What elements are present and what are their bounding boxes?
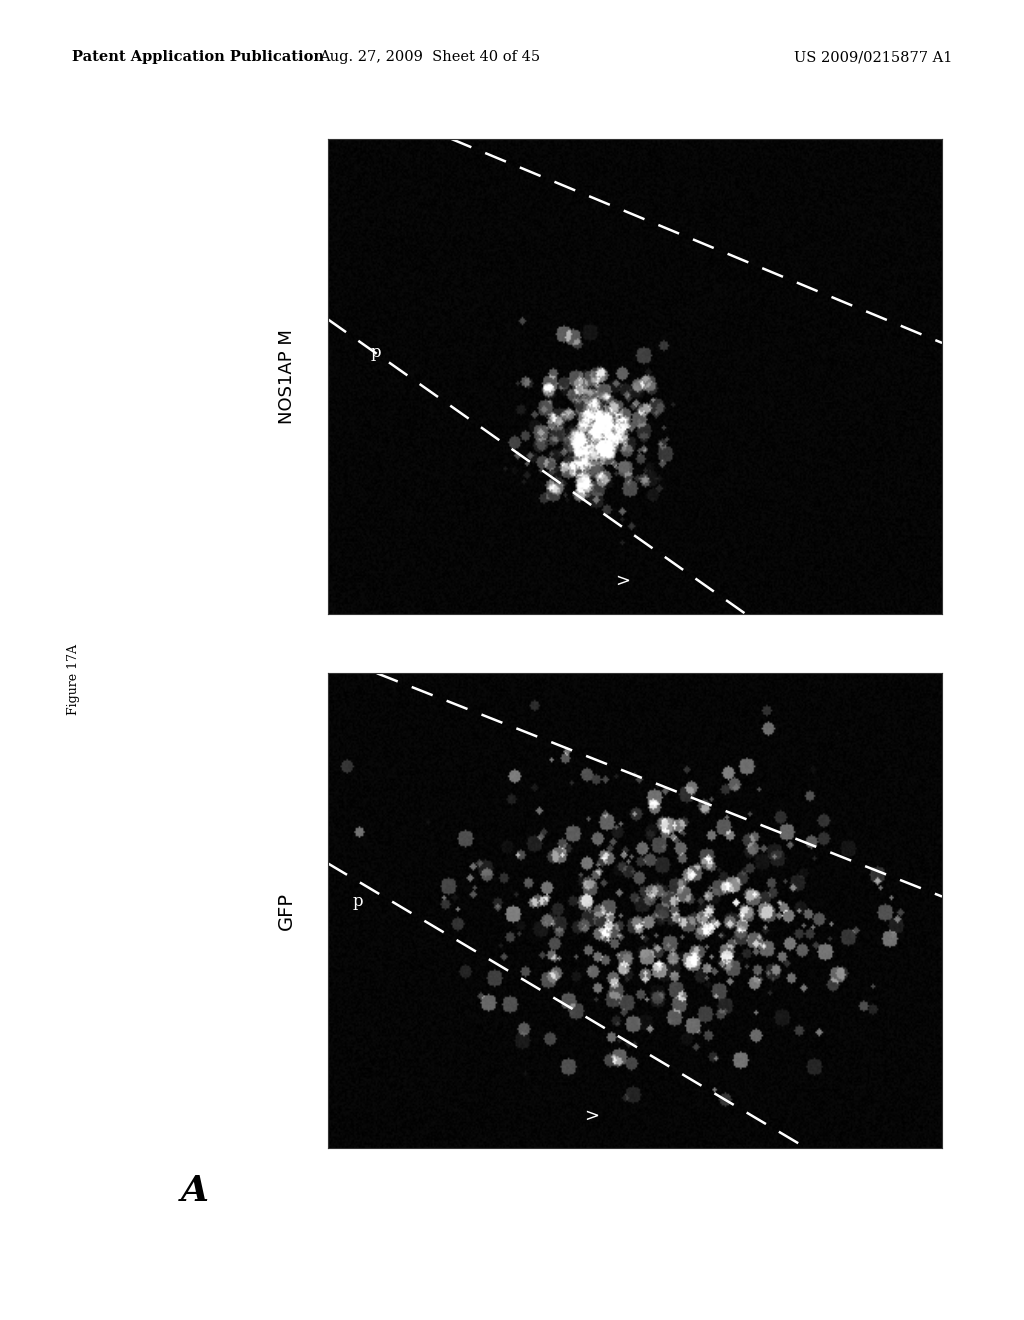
Text: US 2009/0215877 A1: US 2009/0215877 A1 — [794, 50, 952, 65]
Text: >: > — [615, 572, 630, 590]
Text: NOS1AP M: NOS1AP M — [278, 329, 296, 424]
Text: GFP: GFP — [278, 892, 296, 929]
Text: Figure 17A: Figure 17A — [68, 644, 80, 715]
Text: A: A — [180, 1173, 209, 1208]
Text: Patent Application Publication: Patent Application Publication — [72, 50, 324, 65]
Text: p: p — [371, 345, 381, 360]
Text: p: p — [352, 892, 362, 909]
Text: >: > — [585, 1106, 599, 1125]
Text: Aug. 27, 2009  Sheet 40 of 45: Aug. 27, 2009 Sheet 40 of 45 — [319, 50, 541, 65]
